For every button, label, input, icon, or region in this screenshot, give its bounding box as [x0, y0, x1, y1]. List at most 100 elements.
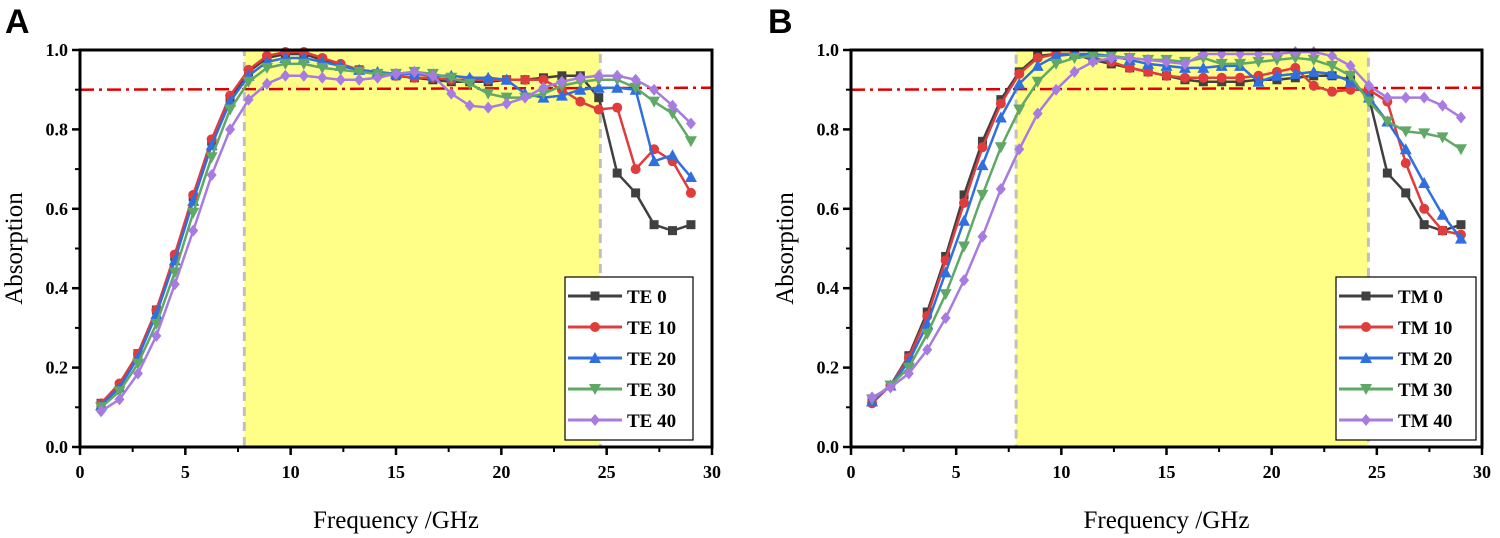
data-point [612, 102, 623, 113]
data-point [1050, 49, 1063, 61]
data-point [1399, 143, 1412, 155]
x-tick-label: 10 [282, 462, 300, 482]
data-point [150, 318, 163, 330]
legend-label: TM 0 [1398, 287, 1443, 308]
data-point [188, 224, 199, 237]
data-point [464, 99, 475, 112]
data-point [977, 230, 988, 243]
data-point [372, 71, 383, 84]
data-point [1344, 70, 1357, 82]
data-point [1345, 84, 1356, 95]
data-point [114, 393, 125, 406]
data-point [317, 71, 328, 84]
data-point [649, 220, 659, 230]
data-point [297, 58, 310, 70]
x-tick-label: 10 [1052, 462, 1070, 482]
data-point [537, 88, 550, 100]
data-point [391, 67, 401, 80]
data-point [169, 278, 180, 291]
data-point [131, 358, 144, 370]
legend-marker [589, 384, 601, 395]
data-point [1381, 116, 1394, 128]
data-point [922, 343, 933, 356]
data-point [1013, 104, 1026, 116]
data-point [1437, 225, 1448, 236]
data-point [1308, 80, 1319, 91]
data-point [520, 74, 531, 85]
data-point [1235, 72, 1246, 83]
panel-label: B [768, 3, 793, 41]
data-point [1050, 58, 1063, 70]
data-point [298, 69, 309, 82]
data-point [1327, 49, 1338, 62]
data-point [958, 214, 971, 226]
x-axis-label: Frequency /GHz [313, 507, 479, 534]
data-point [575, 96, 586, 107]
data-point [1252, 75, 1265, 87]
y-tick-label: 0.2 [46, 358, 69, 378]
data-point [187, 207, 200, 219]
data-point [1419, 220, 1429, 230]
highlight-band [242, 48, 602, 449]
data-point [592, 81, 605, 93]
data-point [867, 391, 878, 404]
data-point [630, 164, 641, 175]
data-point [1106, 51, 1117, 64]
y-tick-label: 0.8 [46, 119, 69, 139]
data-point [666, 108, 679, 120]
data-point [940, 311, 951, 324]
data-point [939, 289, 952, 301]
data-point [1032, 52, 1043, 63]
data-point [96, 405, 107, 418]
data-point [224, 104, 237, 116]
legend-item: TM 40 [1339, 411, 1452, 432]
data-point [205, 152, 218, 164]
series-te-40 [96, 65, 696, 418]
data-point [1362, 96, 1375, 108]
data-point [1455, 111, 1466, 124]
x-tick-label: 25 [1368, 462, 1386, 482]
data-point [1400, 158, 1411, 169]
data-point [684, 171, 697, 183]
data-point [1363, 79, 1374, 92]
y-tick-label: 0.2 [817, 358, 840, 378]
data-point [685, 187, 696, 198]
data-point [976, 189, 989, 201]
data-point [994, 111, 1007, 123]
data-point [1418, 128, 1431, 140]
legend-label: TE 30 [627, 380, 676, 401]
data-point [649, 83, 660, 96]
series-tm-40 [867, 45, 1466, 404]
x-tick-label: 30 [703, 462, 721, 482]
legend-marker [590, 322, 600, 332]
x-tick-label: 5 [952, 462, 961, 482]
y-tick-label: 1.0 [817, 40, 840, 60]
data-point [939, 266, 952, 278]
legend-item: TE 10 [568, 318, 676, 339]
data-point [1270, 54, 1283, 66]
data-point [995, 98, 1006, 109]
data-point [243, 93, 254, 106]
data-point [556, 75, 567, 88]
data-point [1437, 99, 1448, 112]
data-point [538, 74, 549, 85]
data-point [335, 73, 346, 86]
data-point [1345, 59, 1356, 72]
data-point [977, 142, 988, 153]
data-point [1307, 54, 1320, 66]
data-point [1326, 67, 1339, 79]
data-point [1456, 220, 1466, 230]
data-point [446, 87, 457, 100]
data-point [959, 274, 970, 287]
data-point [1161, 70, 1172, 81]
data-point [168, 267, 181, 279]
data-point [242, 76, 255, 88]
y-tick-label: 0.8 [817, 119, 840, 139]
data-point [630, 73, 641, 86]
data-point [1031, 76, 1044, 88]
data-point [1014, 68, 1025, 79]
data-point [629, 82, 642, 94]
data-point [685, 117, 696, 130]
legend-marker [590, 291, 600, 301]
x-tick-label: 0 [847, 462, 856, 482]
